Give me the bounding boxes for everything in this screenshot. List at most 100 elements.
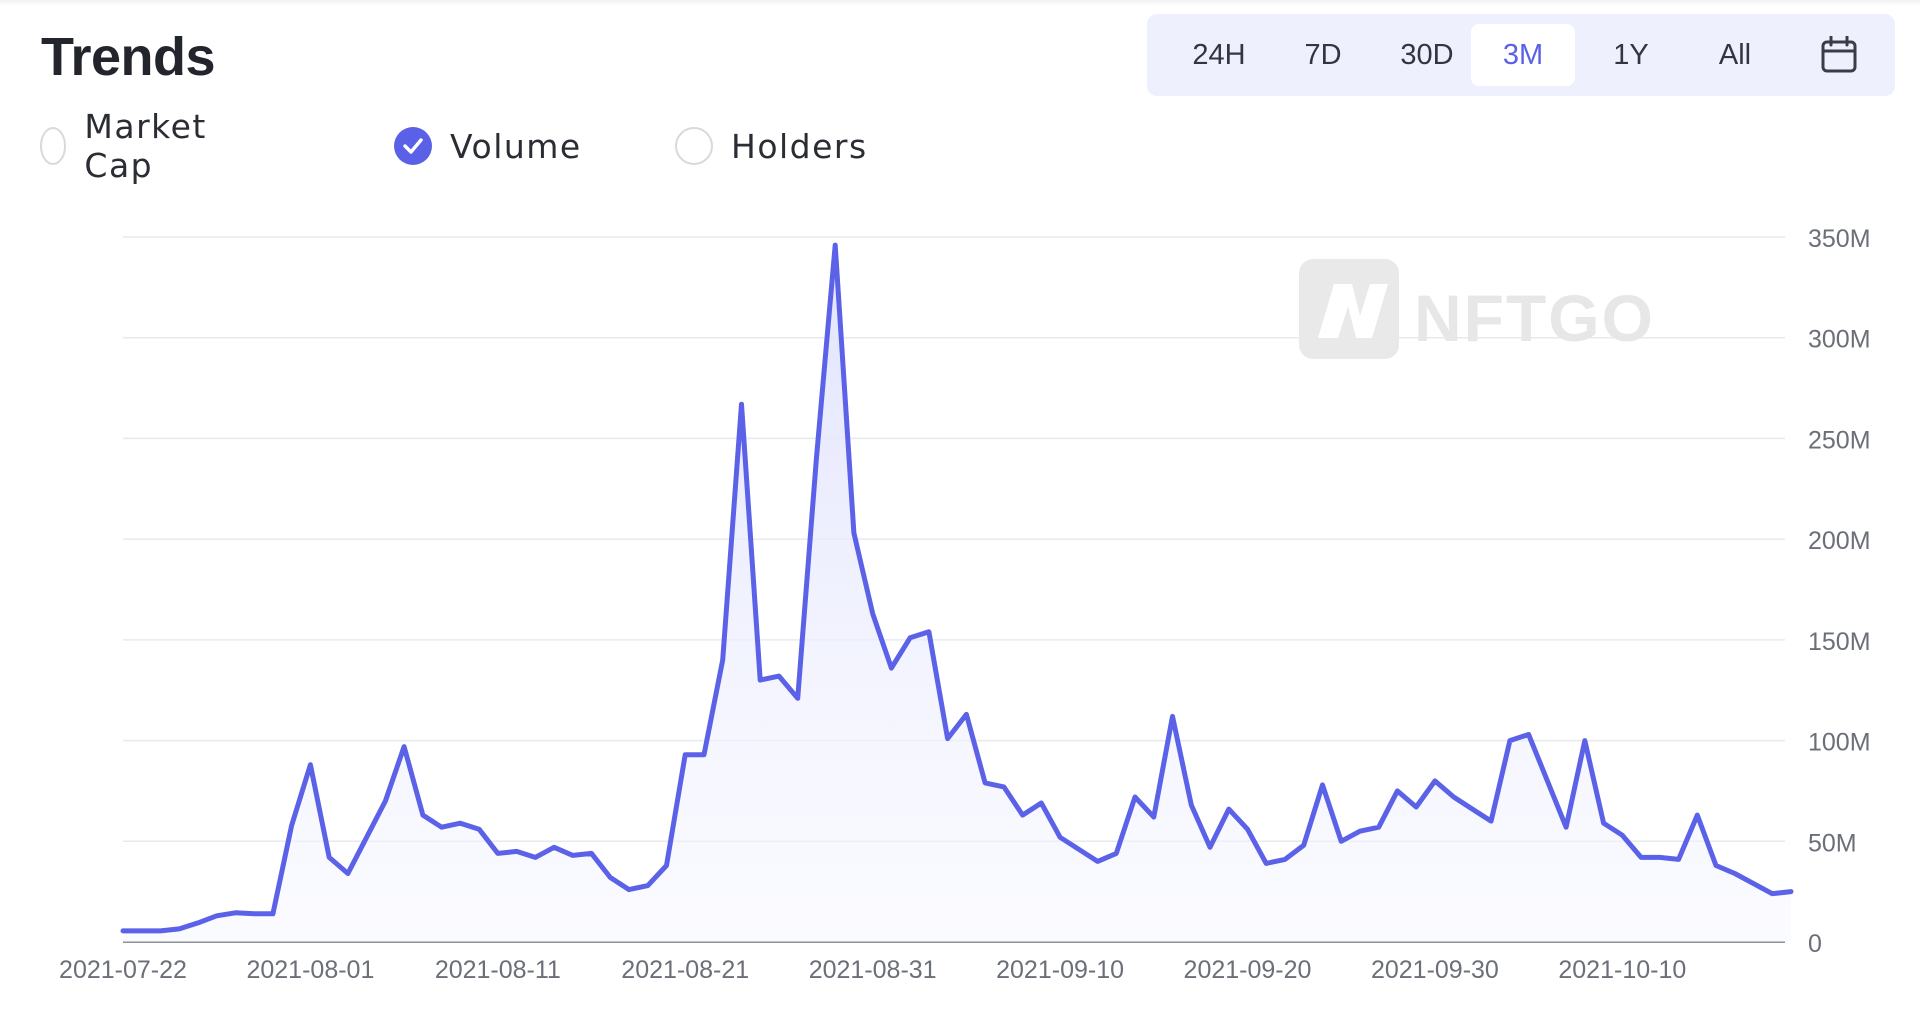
data-point[interactable] bbox=[1394, 788, 1400, 794]
data-point[interactable] bbox=[139, 928, 145, 934]
data-point[interactable] bbox=[832, 242, 838, 248]
data-point[interactable] bbox=[1170, 713, 1176, 719]
data-point[interactable] bbox=[907, 635, 913, 641]
data-point[interactable] bbox=[1207, 844, 1213, 850]
data-point[interactable] bbox=[1451, 794, 1457, 800]
data-point[interactable] bbox=[1038, 800, 1044, 806]
data-point[interactable] bbox=[345, 871, 351, 877]
data-point[interactable] bbox=[1657, 854, 1663, 860]
metric-option-market-cap[interactable]: Market Cap bbox=[40, 107, 218, 185]
data-point[interactable] bbox=[476, 826, 482, 832]
data-point[interactable] bbox=[1601, 820, 1607, 826]
data-point[interactable] bbox=[1226, 806, 1232, 812]
data-point[interactable] bbox=[1732, 871, 1738, 877]
data-point[interactable] bbox=[439, 824, 445, 830]
metric-option-volume[interactable]: Volume bbox=[394, 124, 582, 168]
data-point[interactable] bbox=[232, 910, 238, 916]
data-point[interactable] bbox=[945, 736, 951, 742]
data-point[interactable] bbox=[195, 920, 201, 926]
data-point[interactable] bbox=[626, 887, 632, 893]
data-point[interactable] bbox=[926, 629, 932, 635]
data-point[interactable] bbox=[1751, 881, 1757, 887]
data-point[interactable] bbox=[514, 848, 520, 854]
data-point[interactable] bbox=[382, 798, 388, 804]
radio-icon[interactable] bbox=[675, 127, 713, 165]
data-point[interactable] bbox=[982, 780, 988, 786]
data-point[interactable] bbox=[532, 854, 538, 860]
data-point[interactable] bbox=[1638, 854, 1644, 860]
data-point[interactable] bbox=[664, 862, 670, 868]
data-point[interactable] bbox=[326, 854, 332, 860]
data-point[interactable] bbox=[1713, 862, 1719, 868]
data-point[interactable] bbox=[1619, 832, 1625, 838]
data-point[interactable] bbox=[1357, 828, 1363, 834]
data-point[interactable] bbox=[1132, 794, 1138, 800]
data-point[interactable] bbox=[1526, 732, 1532, 738]
range-button-all[interactable]: All bbox=[1718, 38, 1752, 71]
data-point[interactable] bbox=[1376, 824, 1382, 830]
data-point[interactable] bbox=[738, 401, 744, 407]
data-point[interactable] bbox=[963, 711, 969, 717]
data-point[interactable] bbox=[1263, 860, 1269, 866]
data-point[interactable] bbox=[870, 611, 876, 617]
data-point[interactable] bbox=[1188, 802, 1194, 808]
data-point[interactable] bbox=[851, 530, 857, 536]
data-point[interactable] bbox=[364, 834, 370, 840]
data-point[interactable] bbox=[551, 844, 557, 850]
data-point[interactable] bbox=[1769, 891, 1775, 897]
data-point[interactable] bbox=[589, 850, 595, 856]
data-point[interactable] bbox=[795, 695, 801, 701]
data-point[interactable] bbox=[1282, 856, 1288, 862]
data-point[interactable] bbox=[1151, 814, 1157, 820]
range-button-7d[interactable]: 7D bbox=[1304, 38, 1342, 71]
data-point[interactable] bbox=[1488, 818, 1494, 824]
data-point[interactable] bbox=[607, 875, 613, 881]
data-point[interactable] bbox=[1095, 858, 1101, 864]
checked-radio-icon[interactable] bbox=[394, 127, 432, 165]
data-point[interactable] bbox=[1319, 782, 1325, 788]
data-point[interactable] bbox=[1544, 778, 1550, 784]
volume-series-line[interactable] bbox=[120, 242, 1794, 934]
data-point[interactable] bbox=[307, 762, 313, 768]
data-point[interactable] bbox=[776, 673, 782, 679]
data-point[interactable] bbox=[1001, 784, 1007, 790]
data-point[interactable] bbox=[813, 456, 819, 462]
calendar-button[interactable] bbox=[1803, 24, 1875, 86]
data-point[interactable] bbox=[1020, 812, 1026, 818]
range-button-30d[interactable]: 30D bbox=[1400, 38, 1454, 71]
data-point[interactable] bbox=[1057, 834, 1063, 840]
range-button-3m[interactable]: 3M bbox=[1471, 24, 1575, 86]
data-point[interactable] bbox=[401, 744, 407, 750]
data-point[interactable] bbox=[757, 677, 763, 683]
data-point[interactable] bbox=[1244, 826, 1250, 832]
data-point[interactable] bbox=[270, 911, 276, 917]
range-button-1y[interactable]: 1Y bbox=[1613, 38, 1649, 71]
data-point[interactable] bbox=[720, 657, 726, 663]
data-point[interactable] bbox=[682, 752, 688, 758]
data-point[interactable] bbox=[1076, 846, 1082, 852]
data-point[interactable] bbox=[214, 913, 220, 919]
data-point[interactable] bbox=[701, 752, 707, 758]
data-point[interactable] bbox=[1788, 889, 1794, 895]
radio-icon[interactable] bbox=[40, 127, 67, 165]
data-point[interactable] bbox=[1413, 804, 1419, 810]
data-point[interactable] bbox=[1113, 850, 1119, 856]
range-button-24h[interactable]: 24H bbox=[1192, 38, 1246, 71]
data-point[interactable] bbox=[1563, 824, 1569, 830]
data-point[interactable] bbox=[251, 911, 257, 917]
data-point[interactable] bbox=[1469, 806, 1475, 812]
data-point[interactable] bbox=[570, 852, 576, 858]
data-point[interactable] bbox=[1676, 856, 1682, 862]
data-point[interactable] bbox=[888, 665, 894, 671]
data-point[interactable] bbox=[120, 928, 126, 934]
data-point[interactable] bbox=[457, 820, 463, 826]
data-point[interactable] bbox=[1301, 842, 1307, 848]
data-point[interactable] bbox=[157, 928, 163, 934]
data-point[interactable] bbox=[289, 822, 295, 828]
data-point[interactable] bbox=[495, 850, 501, 856]
data-point[interactable] bbox=[1507, 738, 1513, 744]
data-point[interactable] bbox=[1694, 812, 1700, 818]
data-point[interactable] bbox=[420, 812, 426, 818]
data-point[interactable] bbox=[645, 883, 651, 889]
data-point[interactable] bbox=[176, 926, 182, 932]
